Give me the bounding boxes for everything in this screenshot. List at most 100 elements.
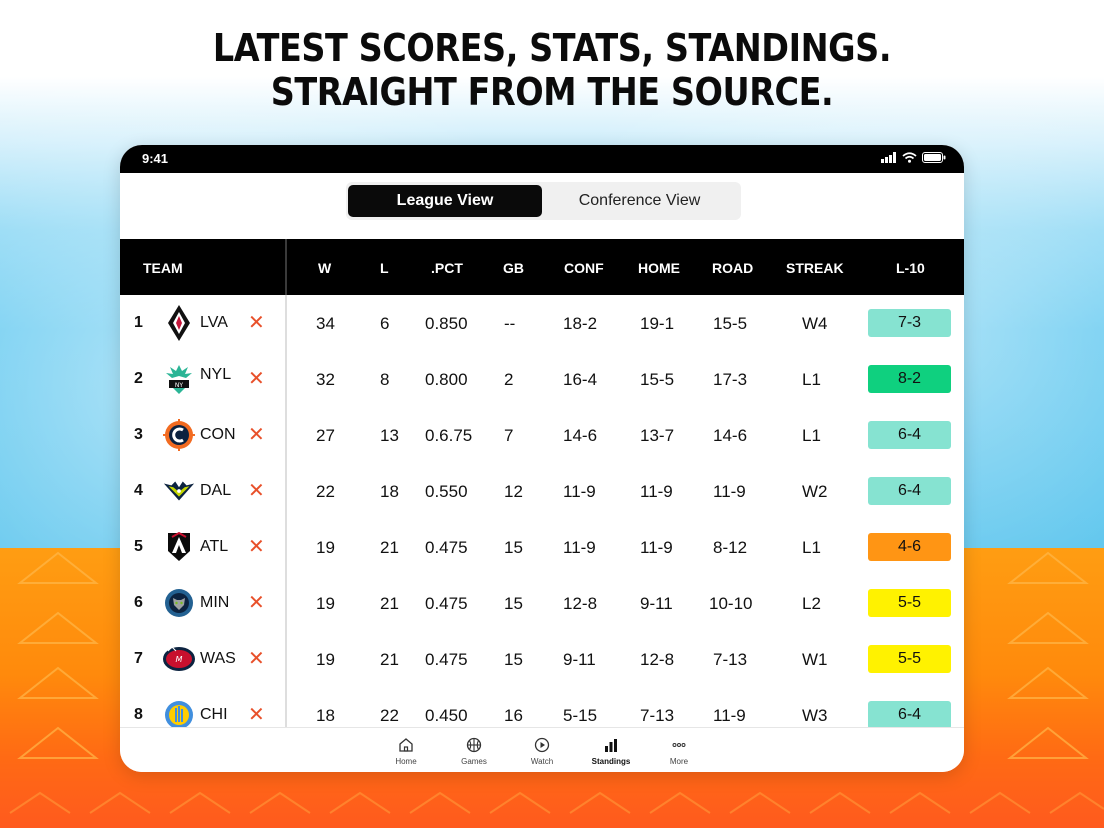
losses: 21: [380, 650, 399, 669]
header-team[interactable]: TEAM: [143, 260, 183, 276]
bottom-tab-bar: Home Games Watch Standings More: [120, 727, 964, 772]
table-row[interactable]: 3 CON ✕ 27 13 0.6.75 7 14-6 13-7 14-6 L1…: [120, 407, 964, 464]
row-divider: [285, 295, 287, 351]
gb: --: [504, 314, 516, 333]
team-abbr: ATL: [200, 538, 229, 555]
row-divider: [285, 687, 287, 727]
tab-more[interactable]: More: [649, 736, 709, 766]
gb: 7: [504, 426, 514, 445]
streak: L1: [802, 538, 821, 557]
home: 7-13: [640, 706, 675, 725]
league-view-button[interactable]: League View: [348, 185, 542, 217]
status-bar: 9:41: [120, 145, 964, 173]
close-icon[interactable]: ✕: [248, 368, 265, 390]
wins: 27: [316, 426, 335, 445]
pct: 0.6.75: [425, 426, 473, 445]
team-abbr: LVA: [200, 314, 228, 331]
dream-logo-icon: [162, 529, 196, 565]
gb: 15: [504, 650, 523, 669]
standings-table-header: TEAM W L .PCT GB CONF HOME ROAD STREAK L…: [120, 239, 964, 295]
tab-games-label: Games: [461, 757, 487, 766]
header-pct[interactable]: .PCT: [431, 260, 463, 276]
pct: 0.550: [425, 482, 468, 501]
header-wins[interactable]: W: [318, 260, 332, 276]
close-icon[interactable]: ✕: [248, 592, 265, 614]
close-icon[interactable]: ✕: [248, 704, 265, 726]
close-icon[interactable]: ✕: [248, 536, 265, 558]
rank: 7: [134, 650, 143, 667]
tab-games[interactable]: Games: [444, 736, 504, 766]
table-row[interactable]: 8 CHI ✕ 18 22 0.450 16 5-15 7-13 11-9 W3…: [120, 687, 964, 727]
wins: 19: [316, 650, 335, 669]
tab-watch[interactable]: Watch: [512, 736, 572, 766]
tab-home[interactable]: Home: [376, 736, 436, 766]
header-conf[interactable]: CONF: [564, 260, 604, 276]
liberty-logo-icon: NY: [162, 361, 196, 397]
more-dots-icon: [672, 743, 686, 747]
rank: 4: [134, 482, 143, 499]
conf: 11-9: [563, 538, 596, 557]
conf: 9-11: [563, 650, 596, 669]
row-divider: [285, 631, 287, 687]
table-row[interactable]: 6 MIN ✕ 19 21 0.475 15 12-8 9-11 10-10 L…: [120, 575, 964, 632]
team-abbr: DAL: [200, 482, 232, 499]
wins: 19: [316, 538, 335, 557]
losses: 8: [380, 370, 390, 389]
conf: 12-8: [563, 594, 598, 613]
rank: 8: [134, 706, 143, 723]
close-icon[interactable]: ✕: [248, 648, 265, 670]
l10-badge: 5-5: [868, 589, 951, 617]
team-abbr: MIN: [200, 594, 230, 611]
header-losses[interactable]: L: [380, 260, 389, 276]
header-streak[interactable]: STREAK: [786, 260, 844, 276]
tablet-screen: 9:41 League View Conference View TEAM W: [120, 145, 964, 772]
close-icon[interactable]: ✕: [248, 480, 265, 502]
table-row[interactable]: 7 M WAS ✕ 19 21 0.475 15 9-11 12-8 7-13 …: [120, 631, 964, 688]
gb: 16: [504, 706, 523, 725]
tab-standings[interactable]: Standings: [581, 736, 641, 766]
road: 17-3: [713, 370, 748, 389]
streak: W4: [802, 314, 828, 333]
gb: 15: [504, 538, 523, 557]
pct: 0.475: [425, 538, 468, 557]
row-divider: [285, 575, 287, 631]
header-gb[interactable]: GB: [503, 260, 524, 276]
road: 11-9: [713, 482, 746, 501]
team-abbr: NYL: [200, 366, 232, 383]
table-row[interactable]: 2 NY NYL ✕ 32 8 0.800 2 16-4 15-5 17-3 L…: [120, 351, 964, 408]
play-circle-icon: [534, 737, 550, 753]
header-road[interactable]: ROAD: [712, 260, 754, 276]
status-icons: [881, 152, 946, 163]
losses: 22: [380, 706, 399, 725]
gb: 2: [504, 370, 514, 389]
table-row[interactable]: 5 ATL ✕ 19 21 0.475 15 11-9 11-9 8-12 L1…: [120, 519, 964, 576]
sun-logo-icon: [162, 417, 196, 453]
home: 11-9: [640, 482, 673, 501]
sky-logo-icon: [162, 697, 196, 727]
headline-line-1: LATEST SCORES, STATS, STANDINGS.: [212, 26, 892, 70]
table-row[interactable]: 4 DAL ✕ 22 18 0.550 12 11-9 11-9 11-9 W2…: [120, 463, 964, 520]
pct: 0.850: [425, 314, 468, 333]
conference-view-button[interactable]: Conference View: [578, 192, 701, 209]
road: 11-9: [713, 706, 746, 725]
battery-icon: [922, 152, 946, 163]
l10-badge: 6-4: [868, 701, 951, 727]
wings-logo-icon: [162, 473, 196, 509]
home: 12-8: [640, 650, 675, 669]
pct: 0.450: [425, 706, 468, 725]
tab-more-label: More: [669, 757, 689, 766]
status-time: 9:41: [142, 151, 169, 166]
team-abbr: CHI: [200, 706, 228, 723]
aces-logo-icon: [162, 305, 196, 341]
close-icon[interactable]: ✕: [248, 312, 265, 334]
losses: 18: [380, 482, 399, 501]
losses: 21: [380, 538, 399, 557]
header-home[interactable]: HOME: [638, 260, 680, 276]
rank: 1: [134, 314, 143, 331]
streak: L1: [802, 426, 821, 445]
rank: 2: [134, 370, 143, 387]
conf: 14-6: [563, 426, 598, 445]
header-l10[interactable]: L-10: [896, 260, 925, 276]
close-icon[interactable]: ✕: [248, 424, 265, 446]
table-row[interactable]: 1 LVA ✕ 34 6 0.850 -- 18-2 19-1 15-5 W4 …: [120, 295, 964, 352]
